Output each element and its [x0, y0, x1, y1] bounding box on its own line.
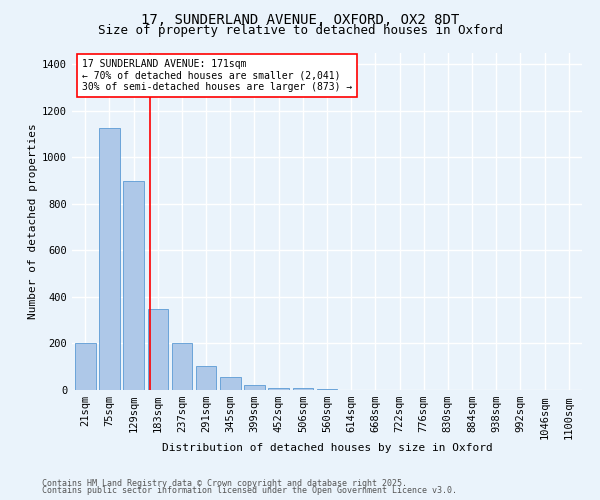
Bar: [148, 308, 168, 390]
X-axis label: Distribution of detached houses by size in Oxford: Distribution of detached houses by size …: [161, 443, 493, 453]
Bar: [124, 180, 144, 390]
Bar: [244, 386, 265, 390]
Bar: [220, 377, 241, 390]
Bar: [317, 389, 337, 390]
Bar: [99, 128, 120, 390]
Text: Size of property relative to detached houses in Oxford: Size of property relative to detached ho…: [97, 24, 503, 37]
Text: Contains public sector information licensed under the Open Government Licence v3: Contains public sector information licen…: [42, 486, 457, 495]
Text: Contains HM Land Registry data © Crown copyright and database right 2025.: Contains HM Land Registry data © Crown c…: [42, 478, 407, 488]
Y-axis label: Number of detached properties: Number of detached properties: [28, 124, 38, 319]
Bar: [75, 344, 95, 390]
Bar: [196, 366, 217, 390]
Text: 17 SUNDERLAND AVENUE: 171sqm
← 70% of detached houses are smaller (2,041)
30% of: 17 SUNDERLAND AVENUE: 171sqm ← 70% of de…: [82, 59, 352, 92]
Text: 17, SUNDERLAND AVENUE, OXFORD, OX2 8DT: 17, SUNDERLAND AVENUE, OXFORD, OX2 8DT: [141, 12, 459, 26]
Bar: [172, 344, 192, 390]
Bar: [268, 388, 289, 390]
Bar: [293, 388, 313, 390]
